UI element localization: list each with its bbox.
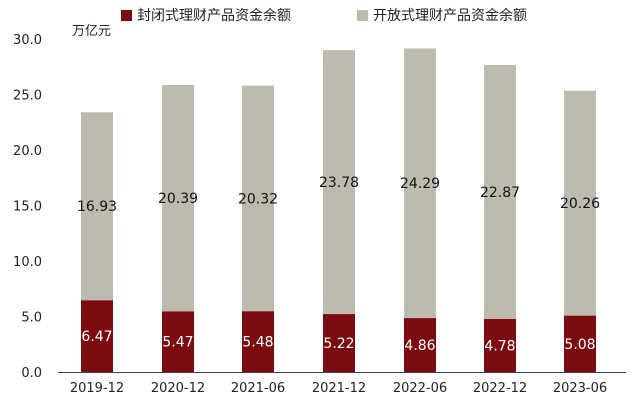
y-tick-label: 30.0	[13, 33, 42, 48]
x-tick-label: 2021-12	[312, 381, 366, 396]
data-label: 5.22	[323, 336, 354, 352]
bar-segment	[323, 50, 355, 315]
legend-swatch-open	[357, 10, 368, 21]
y-tick-label: 5.0	[21, 311, 42, 326]
data-label: 5.47	[162, 335, 193, 351]
bar-segment	[162, 311, 194, 372]
bar-segment	[242, 311, 274, 372]
x-tick-label: 2021-06	[231, 381, 285, 396]
legend-label-closed: 封闭式理财产品资金余额	[137, 7, 291, 24]
bar-segment	[564, 90, 596, 316]
data-label: 20.32	[238, 191, 278, 207]
data-labels: 6.47 16.93 5.47 20.39 5.48 20.32 5.22 23.78 4.86…	[77, 175, 600, 354]
x-tick-label: 2019-12	[70, 381, 124, 396]
bar-segment	[81, 112, 113, 301]
bar-segment	[404, 318, 436, 372]
legend-label-open: 开放式理财产品资金余额	[373, 7, 527, 24]
x-tick-label: 2022-06	[393, 381, 447, 396]
y-tick-label: 0.0	[21, 366, 42, 381]
bar-segment	[484, 65, 516, 319]
x-axis-ticks: 2019-12 2020-12 2021-06 2021-12 2022-06 2022-…	[70, 381, 607, 396]
data-label: 20.26	[560, 196, 600, 212]
y-tick-label: 10.0	[13, 255, 42, 270]
x-tick-label: 2022-12	[473, 381, 527, 396]
bar-segment	[404, 48, 436, 319]
data-label: 22.87	[480, 185, 520, 201]
bars	[81, 48, 596, 372]
data-label: 4.78	[484, 338, 515, 354]
bar-segment	[323, 314, 355, 372]
x-tick-label: 2023-06	[553, 381, 607, 396]
legend-swatch-closed	[121, 10, 132, 21]
data-label: 6.47	[81, 329, 112, 345]
data-label: 4.86	[404, 338, 435, 354]
bar-segment	[242, 85, 274, 312]
y-tick-label: 15.0	[13, 200, 42, 215]
data-label: 23.78	[319, 175, 359, 191]
x-tick-label: 2020-12	[151, 381, 205, 396]
data-label: 5.08	[564, 337, 595, 353]
bar-segment	[81, 300, 113, 372]
y-tick-label: 20.0	[13, 144, 42, 159]
data-label: 5.48	[242, 335, 273, 351]
data-label: 20.39	[158, 191, 198, 207]
y-axis-ticks: 0.0 5.0 10.0 15.0 20.0 25.0 30.0	[13, 33, 42, 381]
bar-segment	[162, 84, 194, 312]
legend: 封闭式理财产品资金余额 开放式理财产品资金余额	[121, 7, 527, 24]
data-label: 24.29	[400, 176, 440, 192]
data-label: 16.93	[77, 199, 117, 215]
y-tick-label: 25.0	[13, 89, 42, 104]
bar-segment	[484, 318, 516, 372]
y-axis-unit: 万亿元	[72, 24, 111, 39]
bar-segment	[564, 315, 596, 372]
